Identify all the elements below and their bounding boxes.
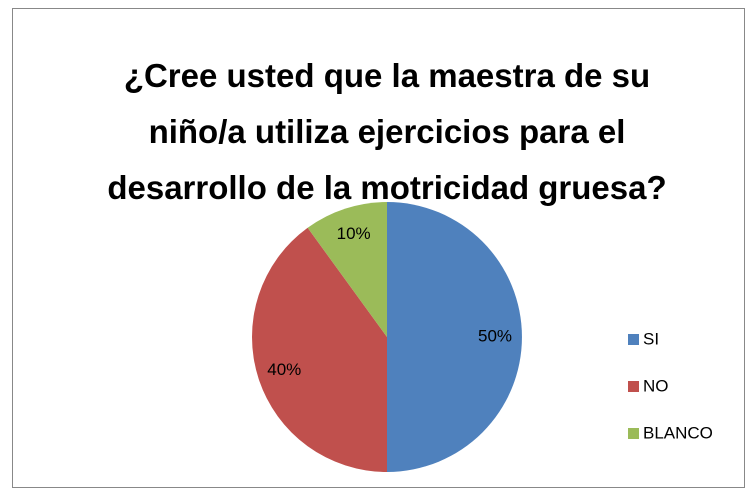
data-label: 50% [478, 326, 512, 345]
legend-swatch [628, 334, 639, 345]
pie-slice [307, 202, 387, 337]
legend-swatch [628, 381, 639, 392]
legend-label: NO [643, 376, 669, 395]
pie-slice [252, 227, 387, 472]
legend-label: BLANCO [643, 423, 713, 442]
pie-slice [387, 202, 522, 472]
legend-swatch [628, 428, 639, 439]
data-label: 10% [337, 224, 371, 243]
legend-label: SI [643, 329, 659, 348]
data-label: 40% [267, 360, 301, 379]
chart-title: ¿Cree usted que la maestra de su niño/a … [107, 57, 667, 206]
